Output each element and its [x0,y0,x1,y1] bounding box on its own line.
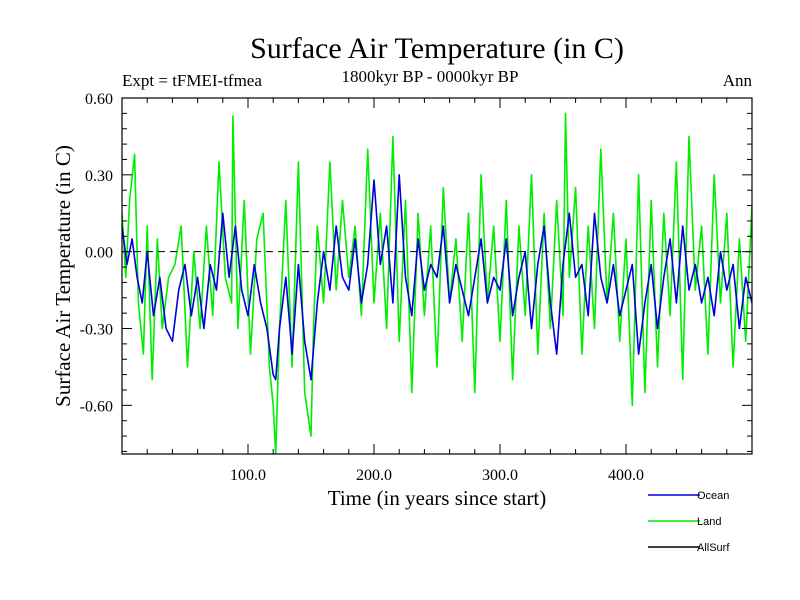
x-tick-label: 200.0 [356,467,392,484]
y-tick-label: -0.60 [80,398,113,415]
y-tick-label: 0.30 [85,168,113,185]
time-range-label: 1800kyr BP - 0000kyr BP [342,67,519,86]
legend: Ocean Land AllSurf [648,490,730,554]
y-tick-label: 0.00 [85,245,113,262]
y-axis-label: Surface Air Temperature (in C) [51,145,75,407]
y-tick-label: -0.30 [80,322,113,339]
experiment-label: Expt = tFMEI-tfmea [122,71,262,90]
legend-allsurf-label: AllSurf [697,542,730,554]
x-tick-label: 400.0 [608,467,644,484]
plot-frame [121,97,753,455]
chart-title: Surface Air Temperature (in C) [250,32,624,65]
x-tick-label: 100.0 [230,467,266,484]
x-axis-label: Time (in years since start) [328,486,547,510]
y-tick-label: 0.60 [85,91,113,108]
legend-ocean-label: Ocean [697,490,729,502]
legend-land-label: Land [697,516,721,528]
series-line-ocean [122,174,752,381]
x-tick-label: 300.0 [482,467,518,484]
series-layer [122,112,752,454]
tick-labels-layer: 100.0 200.0 300.0 400.0 -0.60 -0.30 0.00 0.30 0.… [80,91,644,484]
ticks-layer [122,97,752,454]
season-label: Ann [723,71,753,90]
